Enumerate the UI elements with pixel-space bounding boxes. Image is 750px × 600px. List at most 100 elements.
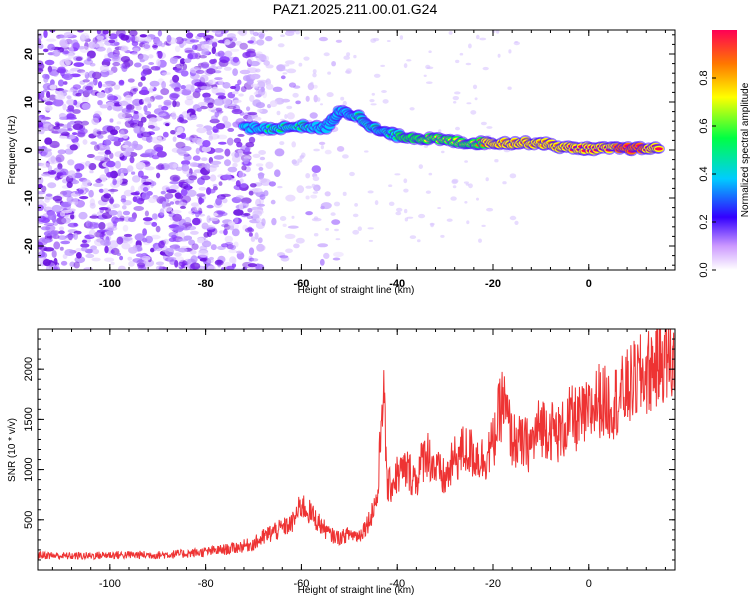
- spectrogram-noise-blob: [169, 92, 180, 98]
- spectrogram-noise-blob: [137, 262, 146, 269]
- spectrogram-noise-blob: [222, 115, 229, 123]
- spectrogram-noise-blob: [265, 161, 274, 169]
- spectrogram-noise-blob: [345, 70, 351, 74]
- spectrogram-noise-blob: [163, 99, 172, 106]
- spectrogram-noise-blob: [232, 99, 242, 104]
- spectrogram-noise-blob: [109, 152, 114, 159]
- spectrogram-noise-blob: [80, 247, 88, 252]
- spectrogram-noise-blob: [43, 231, 53, 237]
- spectrogram-noise-blob: [71, 179, 80, 185]
- spectrogram-noise-blob: [221, 243, 229, 248]
- spectrogram-noise-blob: [271, 217, 277, 226]
- spectrogram-noise-blob: [80, 183, 88, 189]
- spectrogram-noise-blob: [183, 58, 192, 63]
- spectrogram-noise-blob: [60, 69, 65, 77]
- spectrogram-noise-blob: [87, 221, 98, 230]
- spectrogram-noise-blob: [59, 135, 68, 139]
- spectrogram-noise-blob: [342, 154, 349, 159]
- spectrogram-noise-blob: [430, 223, 434, 228]
- spectrogram-noise-blob: [247, 111, 258, 116]
- spectrogram-noise-blob: [286, 105, 293, 110]
- spectrogram-noise-blob: [465, 62, 472, 66]
- spectrogram-noise-blob: [180, 183, 189, 189]
- spectrogram-noise-blob: [494, 159, 499, 163]
- spectrogram-noise-blob: [190, 230, 199, 235]
- spectrogram-noise-blob: [255, 102, 265, 109]
- spectrogram-noise-blob: [217, 39, 227, 44]
- spectrogram-noise-blob: [368, 239, 374, 242]
- spectrogram-noise-blob: [133, 112, 144, 121]
- spectrogram-noise-blob: [144, 166, 155, 171]
- spectrogram-noise-blob: [285, 194, 296, 202]
- spectrogram-noise-blob: [320, 103, 323, 106]
- colorbar-tick-label: 0.2: [698, 214, 710, 229]
- spectrogram-noise-blob: [205, 30, 210, 33]
- spectrogram-noise-blob: [218, 59, 229, 67]
- spectrogram-noise-blob: [140, 126, 145, 132]
- spectrogram-noise-blob: [186, 189, 197, 197]
- spectrogram-noise-blob: [239, 42, 248, 50]
- spectrogram-noise-blob: [207, 265, 217, 270]
- spectrogram-noise-blob: [451, 179, 458, 185]
- spectrogram-noise-blob: [53, 241, 61, 250]
- spectrogram-noise-blob: [78, 189, 84, 195]
- spectrogram-noise-blob: [108, 240, 119, 249]
- spectrogram-noise-blob: [134, 196, 142, 203]
- spectrogram-noise-blob: [97, 134, 104, 139]
- spectrogram-noise-blob: [352, 213, 359, 218]
- spectrogram-noise-blob: [252, 153, 261, 158]
- spectrogram-noise-blob: [150, 247, 155, 253]
- spectrogram-noise-blob: [235, 195, 244, 200]
- spectrogram-noise-blob: [72, 109, 81, 114]
- spectrogram-noise-blob: [54, 94, 66, 101]
- spectrogram-noise-blob: [450, 196, 457, 201]
- spectrogram-noise-blob: [440, 234, 445, 238]
- spectrogram-noise-blob: [417, 239, 421, 243]
- spectrogram-noise-blob: [43, 123, 53, 131]
- spectrogram-noise-blob: [279, 255, 289, 259]
- spectrogram-noise-blob: [75, 92, 82, 97]
- spectrogram-noise-blob: [223, 223, 231, 230]
- spectrogram-noise-blob: [132, 175, 141, 183]
- spectrogram-noise-blob: [374, 200, 379, 206]
- snr-series-line: [38, 329, 675, 561]
- spectrogram-noise-blob: [38, 251, 48, 259]
- spectrogram-noise-blob: [437, 207, 441, 209]
- spectrogram-noise-blob: [242, 266, 247, 270]
- spectrogram-noise-blob: [353, 54, 357, 59]
- spectrogram-noise-blob: [426, 81, 433, 84]
- spectrogram-noise-blob: [333, 251, 344, 258]
- spectrogram-noise-blob: [224, 50, 233, 58]
- spectrogram-noise-blob: [452, 185, 457, 189]
- spectrogram-noise-blob: [169, 174, 181, 182]
- spectrogram-noise-blob: [335, 39, 342, 43]
- spectrogram-noise-blob: [284, 60, 295, 65]
- spectrogram-noise-blob: [92, 248, 100, 255]
- spectrogram-noise-blob: [292, 92, 299, 98]
- spectrogram-noise-blob: [418, 164, 423, 170]
- spectrogram-noise-blob: [200, 61, 210, 68]
- spectrogram-noise-blob: [132, 119, 140, 123]
- spectrogram-noise-blob: [44, 137, 53, 145]
- spectrogram-noise-blob: [367, 227, 375, 230]
- spectrogram-noise-blob: [237, 79, 242, 86]
- spectrogram-noise-blob: [53, 125, 61, 130]
- spectrogram-noise-blob: [67, 159, 75, 166]
- spectrogram-noise-blob: [396, 207, 403, 212]
- spectrogram-noise-blob: [52, 98, 64, 107]
- spectrogram-noise-blob: [175, 141, 186, 149]
- spectrogram-noise-blob: [142, 217, 153, 222]
- spectrogram-noise-blob: [43, 30, 48, 38]
- spectrogram-noise-blob: [184, 98, 194, 106]
- spectrogram-noise-blob: [446, 218, 453, 222]
- spectrogram-noise-blob: [67, 89, 74, 93]
- spectrogram-noise-blob: [406, 216, 414, 219]
- spectrogram-noise-blob: [47, 212, 57, 221]
- spectrogram-noise-blob: [76, 252, 82, 259]
- spectrogram-noise-blob: [272, 86, 283, 93]
- spectrogram-noise-blob: [158, 104, 163, 109]
- spectrogram-noise-blob: [206, 204, 214, 209]
- spectrogram-noise-blob: [331, 219, 341, 225]
- spectrogram-noise-blob: [113, 140, 122, 147]
- snr-x-label: Height of straight line (km): [298, 585, 415, 596]
